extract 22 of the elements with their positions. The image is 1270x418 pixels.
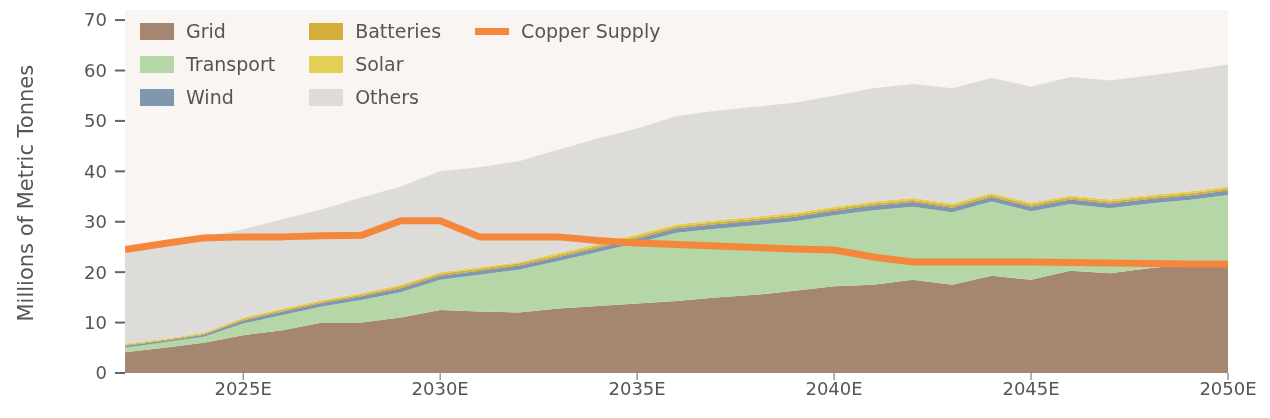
legend-label: Transport (186, 53, 276, 75)
y-tick-label: 10 (84, 311, 107, 333)
x-tick-label: 2050E (1199, 377, 1257, 399)
legend-label: Others (355, 86, 420, 108)
x-tick-label: 2025E (214, 377, 272, 399)
y-tick-label: 30 (84, 211, 107, 233)
legend-label: Copper Supply (521, 20, 661, 42)
x-tick-label: 2030E (411, 377, 469, 399)
x-tick-label: 2035E (608, 377, 666, 399)
x-tick-label: 2045E (1002, 377, 1060, 399)
x-tick-label: 2040E (805, 377, 863, 399)
y-axis-title: Millions of Metric Tonnes (14, 64, 39, 322)
y-tick-label: 50 (84, 110, 107, 132)
legend-label: Solar (355, 53, 404, 75)
y-tick-label: 40 (84, 160, 107, 182)
y-tick-label: 20 (84, 261, 107, 283)
legend-label: Batteries (355, 20, 442, 42)
y-tick-label: 70 (84, 9, 107, 31)
y-tick-label: 60 (84, 59, 107, 81)
legend-label: Grid (186, 20, 226, 42)
legend-label: Wind (186, 86, 234, 108)
y-tick-label: 0 (95, 362, 107, 384)
